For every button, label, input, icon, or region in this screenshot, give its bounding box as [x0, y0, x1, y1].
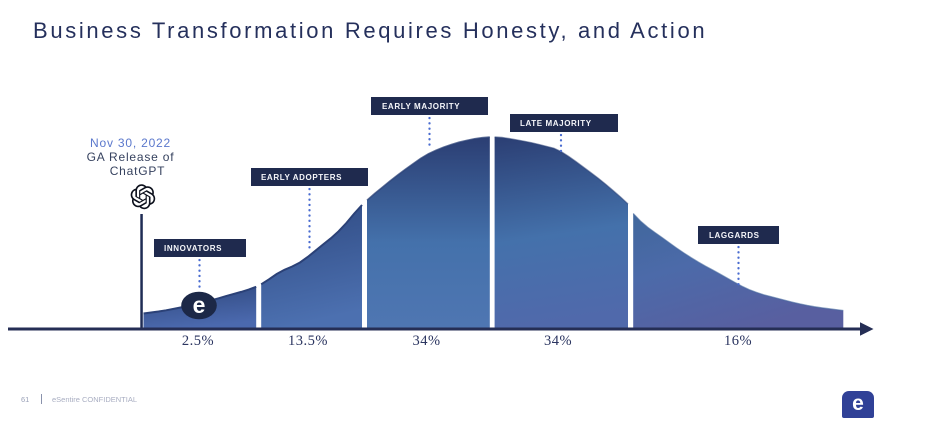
- svg-text:e: e: [193, 292, 206, 318]
